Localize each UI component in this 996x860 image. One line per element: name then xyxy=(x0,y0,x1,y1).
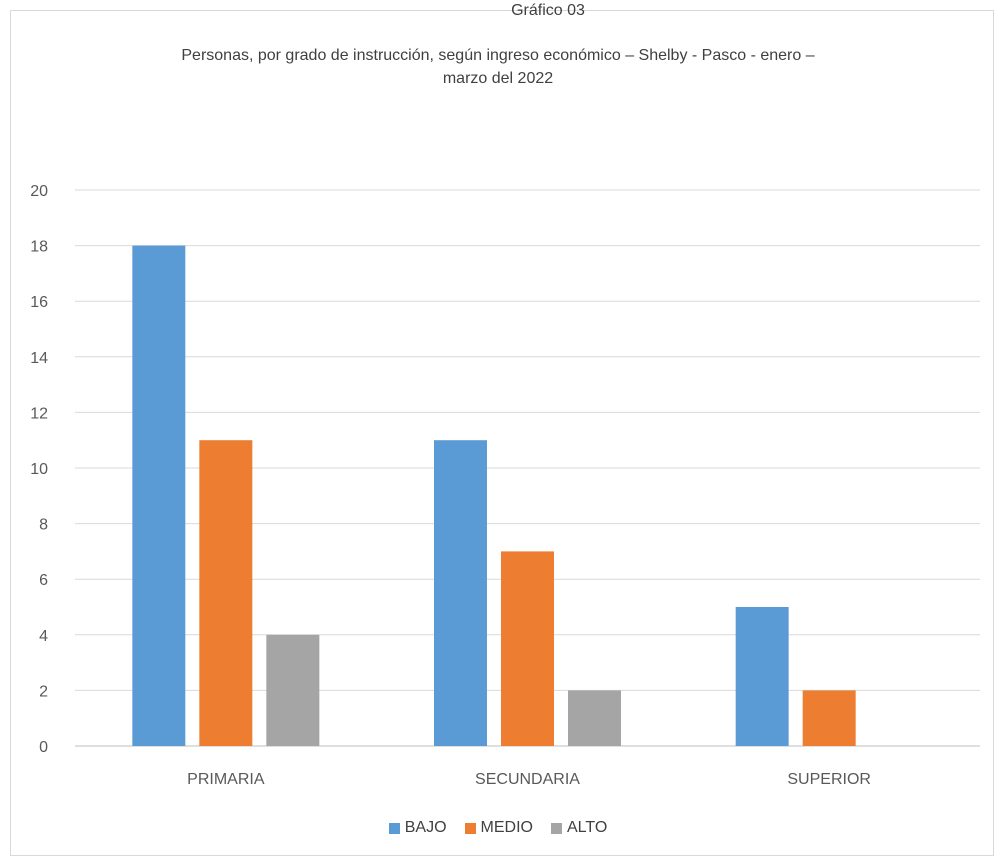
x-category-label: PRIMARIA xyxy=(187,771,265,788)
bar-alto-primaria xyxy=(266,634,320,746)
legend-item-medio: MEDIO xyxy=(464,819,533,837)
chart-subtitle-line-1: Personas, por grado de instrucción, segú… xyxy=(181,47,815,64)
y-tick-label: 2 xyxy=(39,683,48,700)
x-category-label: SUPERIOR xyxy=(787,771,871,788)
y-tick-label: 6 xyxy=(39,572,48,589)
y-tick-label: 0 xyxy=(39,739,48,756)
bar-alto-secundaria xyxy=(568,690,621,746)
legend-label-alto: ALTO xyxy=(566,819,608,836)
y-tick-label: 18 xyxy=(30,239,48,256)
chart-title: Gráfico 03 xyxy=(511,2,585,19)
bar-bajo-superior xyxy=(735,607,789,746)
legend-swatch-bajo xyxy=(388,822,400,834)
x-category-label: SECUNDARIA xyxy=(475,771,580,788)
legend-item-bajo: BAJO xyxy=(388,819,447,837)
legend-swatch-alto xyxy=(550,822,562,834)
bar-medio-primaria xyxy=(199,440,253,746)
y-tick-label: 14 xyxy=(30,350,48,367)
bar-bajo-secundaria xyxy=(434,440,487,746)
y-tick-label: 8 xyxy=(39,517,48,534)
legend-item-alto: ALTO xyxy=(550,819,608,837)
y-tick-label: 4 xyxy=(39,628,48,645)
bar-medio-superior xyxy=(802,690,856,746)
y-tick-label: 12 xyxy=(30,405,48,422)
y-tick-label: 16 xyxy=(30,294,48,311)
chart-subtitle-line-2: marzo del 2022 xyxy=(442,70,554,87)
y-tick-label: 10 xyxy=(30,461,48,478)
bar-bajo-primaria xyxy=(132,245,186,746)
legend-label-bajo: BAJO xyxy=(404,819,447,836)
y-tick-label: 20 xyxy=(30,183,48,200)
chart-legend: BAJO MEDIO ALTO xyxy=(0,819,996,837)
legend-label-medio: MEDIO xyxy=(480,819,533,836)
bar-medio-secundaria xyxy=(501,551,554,746)
legend-swatch-medio xyxy=(464,822,476,834)
